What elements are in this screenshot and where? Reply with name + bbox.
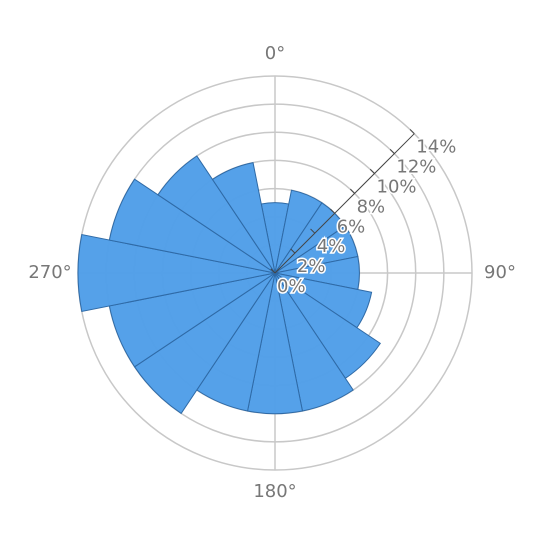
radial-tick-label: 8% xyxy=(357,196,386,217)
radial-tick xyxy=(310,228,316,234)
radial-tick xyxy=(350,188,355,194)
bar xyxy=(77,233,276,313)
theta-tick-label: 270° xyxy=(28,262,71,283)
radial-tick xyxy=(389,149,395,154)
radial-tick-label: 10% xyxy=(377,176,417,197)
radial-tick xyxy=(290,248,296,254)
bar xyxy=(211,162,276,274)
radial-axis xyxy=(274,133,415,274)
radial-tick-label: 12% xyxy=(396,157,436,178)
radial-tick-label: 6% xyxy=(337,216,366,237)
theta-tick-label: 0° xyxy=(265,43,285,64)
radial-tick xyxy=(270,268,276,274)
radial-tick-label: 2% xyxy=(297,256,326,277)
bar xyxy=(157,155,276,274)
theta-tick-label: 180° xyxy=(253,481,296,502)
radial-tick-label: 4% xyxy=(317,236,346,257)
radial-tick xyxy=(369,168,375,174)
radial-tick xyxy=(330,208,336,214)
radial-tick-label: 0% xyxy=(277,276,306,297)
theta-tick-label: 90° xyxy=(484,262,516,283)
radial-tick-label: 14% xyxy=(416,137,456,158)
radial-tick xyxy=(409,129,415,135)
bar xyxy=(108,178,276,274)
